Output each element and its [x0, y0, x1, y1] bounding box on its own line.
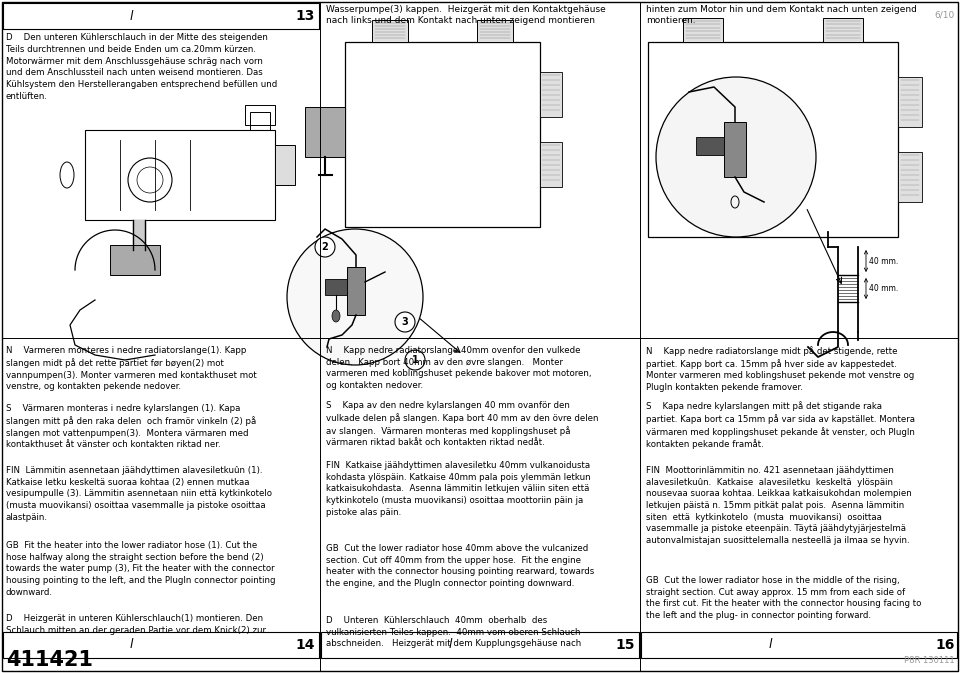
- Polygon shape: [696, 137, 724, 155]
- Text: 40 mm.: 40 mm.: [869, 284, 899, 293]
- Circle shape: [395, 312, 415, 332]
- Text: P8R 130111: P8R 130111: [904, 656, 955, 665]
- Text: 14: 14: [296, 638, 315, 652]
- Polygon shape: [540, 142, 562, 187]
- Polygon shape: [823, 18, 863, 42]
- Text: GB  Cut the lower radiator hose 40mm above the vulcanized
section. Cut off 40mm : GB Cut the lower radiator hose 40mm abov…: [326, 544, 594, 588]
- Text: l: l: [768, 639, 772, 651]
- Text: D    Heizgerät in unteren Kühlerschlauch(1) montieren. Den
Schlauch mitten an de: D Heizgerät in unteren Kühlerschlauch(1)…: [6, 614, 266, 635]
- Polygon shape: [372, 20, 408, 42]
- Polygon shape: [275, 145, 295, 185]
- Text: N    Kapp nedre radiatorslange midt på det stigende, rette
partiet. Kapp bort ca: N Kapp nedre radiatorslange midt på det …: [646, 346, 914, 392]
- Circle shape: [405, 350, 425, 370]
- Text: D    Den unteren Kühlerschlauch in der Mitte des steigenden
Teils durchtrennen u: D Den unteren Kühlerschlauch in der Mitt…: [6, 33, 277, 101]
- Polygon shape: [898, 77, 922, 127]
- Polygon shape: [305, 107, 345, 157]
- Text: FIN  Lämmitin asennetaan jäähdyttimen alavesiletkuûn (1).
Katkaise letku keskelt: FIN Lämmitin asennetaan jäähdyttimen ala…: [6, 466, 272, 522]
- Text: D    Unteren  Kühlerschlauch  40mm  oberhalb  des
vulkanisierten Teiles kappen. : D Unteren Kühlerschlauch 40mm oberhalb d…: [326, 616, 581, 648]
- Text: S    Kapa av den nedre kylarslangen 40 mm ovanför den
vulkade delen på slangen. : S Kapa av den nedre kylarslangen 40 mm o…: [326, 401, 598, 448]
- Text: 13: 13: [296, 9, 315, 23]
- Polygon shape: [540, 72, 562, 117]
- Text: FIN  Moottorinlämmitin no. 421 asennetaan jäähdyttimen
alavesiletkuûn.  Katkaise: FIN Moottorinlämmitin no. 421 asennetaan…: [646, 466, 912, 545]
- Text: 411421: 411421: [6, 650, 93, 670]
- Polygon shape: [477, 20, 513, 42]
- Polygon shape: [110, 245, 160, 275]
- Text: l: l: [130, 639, 132, 651]
- Text: 40 mm.: 40 mm.: [869, 256, 899, 266]
- Text: 2: 2: [322, 242, 328, 252]
- Text: hinten zum Motor hin und dem Kontakt nach unten zeigend
montieren.: hinten zum Motor hin und dem Kontakt nac…: [646, 5, 917, 25]
- Text: S    Värmaren monteras i nedre kylarslangen (1). Kapa
slangen mitt på den raka d: S Värmaren monteras i nedre kylarslangen…: [6, 404, 256, 449]
- Text: FIN  Katkaise jäähdyttimen alavesiletku 40mm vulkanoidusta
kohdasta ylöspäin. Ka: FIN Katkaise jäähdyttimen alavesiletku 4…: [326, 461, 590, 517]
- Circle shape: [287, 229, 423, 365]
- Polygon shape: [703, 112, 758, 167]
- Polygon shape: [898, 152, 922, 202]
- Polygon shape: [683, 18, 723, 42]
- Text: S    Kapa nedre kylarslangen mitt på det stigande raka
partiet. Kapa bort ca 15m: S Kapa nedre kylarslangen mitt på det st…: [646, 401, 915, 450]
- Text: 1: 1: [412, 355, 419, 365]
- Text: GB  Cut the lower radiator hose in the middle of the rising,
straight section. C: GB Cut the lower radiator hose in the mi…: [646, 576, 922, 620]
- Text: 16: 16: [935, 638, 954, 652]
- Text: N    Varmeren monteres i nedre radiatorslange(1). Kapp
slangen midt på det rette: N Varmeren monteres i nedre radiatorslan…: [6, 346, 256, 391]
- Text: 15: 15: [615, 638, 635, 652]
- Text: l: l: [448, 639, 452, 651]
- Circle shape: [656, 77, 816, 237]
- Text: GB  Fit the heater into the lower radiator hose (1). Cut the
hose halfway along : GB Fit the heater into the lower radiato…: [6, 541, 276, 597]
- Polygon shape: [325, 279, 347, 295]
- Polygon shape: [724, 122, 746, 177]
- Circle shape: [315, 237, 335, 257]
- Text: 3: 3: [401, 317, 408, 327]
- Text: Wasserpumpe(3) kappen.  Heizgerät mit den Kontaktgehäuse
nach links und dem Kont: Wasserpumpe(3) kappen. Heizgerät mit den…: [326, 5, 606, 25]
- Text: l: l: [130, 9, 132, 22]
- Polygon shape: [347, 267, 365, 315]
- Text: N    Kapp nedre radiatorslange 40mm ovenfor den vulkede
delen.  Kapp bort 40mm a: N Kapp nedre radiatorslange 40mm ovenfor…: [326, 346, 591, 390]
- Ellipse shape: [332, 310, 340, 322]
- Text: 6/10: 6/10: [935, 10, 955, 19]
